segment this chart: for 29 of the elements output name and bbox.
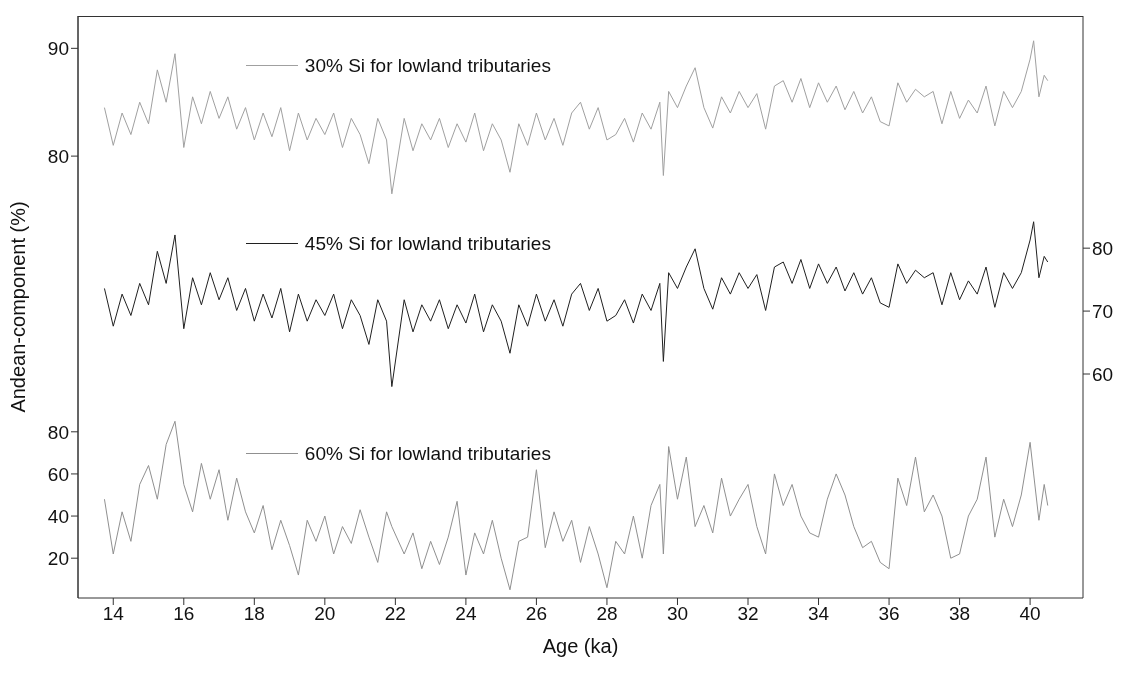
- x-tick-label: 34: [807, 603, 830, 625]
- x-tick-label: 24: [455, 603, 477, 625]
- x-tick-label: 30: [666, 603, 689, 625]
- x-tick-label: 22: [384, 603, 406, 625]
- line-series: [103, 40, 1049, 195]
- x-tick-label: 38: [949, 603, 971, 625]
- x-tick-label: 18: [243, 603, 265, 625]
- x-axis-title: Age (ka): [542, 635, 619, 657]
- x-tick-label: 32: [737, 603, 759, 625]
- x-tick-label: 40: [1019, 603, 1041, 625]
- x-tick-label: 16: [173, 603, 195, 625]
- x-tick-label: 14: [102, 603, 125, 625]
- x-tick-label: 20: [314, 603, 336, 625]
- y3-tick-label: 60: [47, 463, 69, 485]
- legend-label: 30% Si for lowland tributaries: [304, 54, 551, 77]
- y2-tick-label: 60: [1092, 363, 1114, 385]
- y3-tick-label: 40: [47, 505, 69, 527]
- y-axis-title: Andean-component (%): [7, 201, 30, 413]
- y2-tick-label: 70: [1092, 300, 1114, 322]
- x-tick-label: 26: [525, 603, 547, 625]
- line-series: [103, 221, 1049, 388]
- x-tick-label: 28: [596, 603, 618, 625]
- legend-label: 45% Si for lowland tributaries: [304, 232, 551, 255]
- line-series: [103, 420, 1049, 591]
- legend-label: 60% Si for lowland tributaries: [304, 442, 551, 465]
- y-tick-label: 90: [47, 38, 69, 60]
- x-tick-label: 36: [878, 603, 900, 625]
- y2-tick-label: 80: [1092, 237, 1114, 259]
- y3-tick-label: 20: [47, 547, 69, 569]
